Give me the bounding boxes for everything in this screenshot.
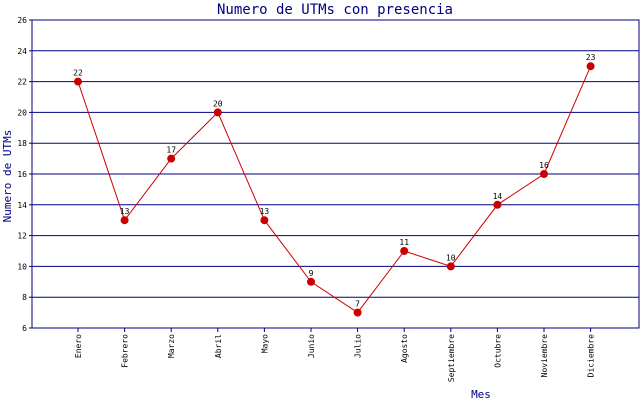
y-tick-label: 24 bbox=[17, 47, 27, 56]
x-tick-label: Enero bbox=[74, 334, 83, 358]
x-tick-label: Junio bbox=[307, 334, 316, 358]
data-label: 11 bbox=[399, 238, 409, 247]
data-label: 7 bbox=[355, 300, 360, 309]
x-tick-label: Septiembre bbox=[447, 334, 456, 382]
y-tick-label: 14 bbox=[17, 201, 27, 210]
data-label: 14 bbox=[493, 192, 503, 201]
data-labels: 22 13 17 20 13 9 7 11 10 14 16 23 bbox=[73, 53, 595, 308]
x-tick-label: Noviembre bbox=[540, 334, 549, 378]
y-tick-label: 12 bbox=[17, 232, 27, 241]
data-point bbox=[213, 108, 222, 117]
data-point bbox=[493, 200, 502, 209]
y-tick-label: 6 bbox=[22, 324, 27, 333]
y-tick-labels: 6 8 10 12 14 16 18 20 22 24 26 bbox=[17, 16, 27, 333]
data-point bbox=[120, 216, 129, 225]
x-tick-label: Febrero bbox=[121, 334, 130, 368]
plot-frame bbox=[31, 19, 640, 329]
data-point bbox=[260, 216, 269, 225]
gridlines bbox=[29, 19, 639, 332]
y-tick-label: 10 bbox=[17, 262, 27, 271]
x-tick-label: Octubre bbox=[493, 334, 502, 368]
chart-title: Numero de UTMs con presencia bbox=[217, 2, 453, 18]
x-tick-label: Mayo bbox=[260, 334, 269, 353]
x-tick-label: Abril bbox=[214, 334, 223, 358]
data-label: 9 bbox=[309, 269, 314, 278]
x-tick-labels: Enero Febrero Marzo Abril Mayo Junio Julio Agos… bbox=[74, 334, 596, 382]
x-tick-label: Agosto bbox=[400, 334, 409, 363]
series-line bbox=[77, 66, 592, 314]
data-label: 20 bbox=[213, 99, 223, 108]
x-tick-label: Julio bbox=[354, 334, 363, 358]
y-tick-label: 22 bbox=[17, 78, 27, 87]
x-tick-label: Marzo bbox=[167, 334, 176, 358]
data-label: 23 bbox=[586, 53, 596, 62]
x-tick-label: Diciembre bbox=[587, 334, 596, 378]
data-label: 22 bbox=[73, 69, 83, 78]
data-point bbox=[307, 277, 315, 286]
data-point bbox=[400, 247, 409, 255]
data-label: 13 bbox=[260, 207, 270, 216]
y-tick-label: 26 bbox=[17, 16, 27, 25]
data-point bbox=[74, 77, 82, 86]
x-axis-label: Mes bbox=[471, 388, 491, 400]
data-label: 17 bbox=[166, 146, 176, 155]
y-tick-label: 8 bbox=[22, 293, 27, 302]
data-label: 13 bbox=[120, 207, 130, 216]
data-label: 16 bbox=[539, 161, 549, 170]
data-point bbox=[167, 154, 176, 163]
data-point bbox=[540, 170, 548, 178]
data-label: 10 bbox=[446, 253, 456, 262]
data-point bbox=[586, 62, 595, 71]
y-axis-label: Numero de UTMs bbox=[1, 130, 14, 223]
data-point bbox=[446, 262, 455, 271]
y-tick-label: 20 bbox=[17, 108, 27, 117]
y-tick-label: 16 bbox=[17, 170, 27, 179]
y-tick-label: 18 bbox=[17, 139, 27, 148]
series bbox=[74, 62, 595, 317]
data-point bbox=[353, 308, 362, 317]
